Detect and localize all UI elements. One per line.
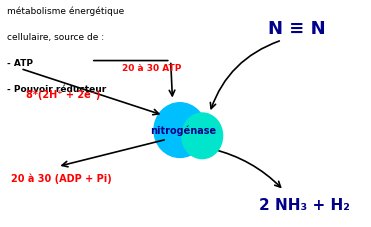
Text: métabolisme énergétique: métabolisme énergétique <box>7 7 125 16</box>
Text: nitrogénase: nitrogénase <box>150 125 216 136</box>
Text: 2 NH₃ + H₂: 2 NH₃ + H₂ <box>259 197 349 212</box>
Text: 20 à 30 (ADP + Pi): 20 à 30 (ADP + Pi) <box>11 173 112 183</box>
Ellipse shape <box>182 114 223 159</box>
Text: N ≡ N: N ≡ N <box>268 20 326 37</box>
Text: 20 à 30 ATP: 20 à 30 ATP <box>122 64 182 73</box>
Text: cellulaire, source de :: cellulaire, source de : <box>7 33 105 42</box>
Text: 8*(2H⁺ + 2e⁻): 8*(2H⁺ + 2e⁻) <box>26 89 100 99</box>
Text: - ATP: - ATP <box>7 59 33 68</box>
Ellipse shape <box>154 103 206 158</box>
Text: - Pouvoir réducteur: - Pouvoir réducteur <box>7 85 107 94</box>
